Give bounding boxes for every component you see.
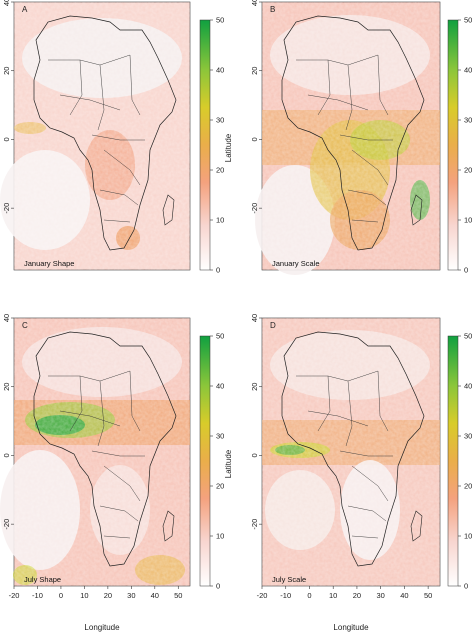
lon-tick-label-d: -10 <box>280 591 291 600</box>
panel-letter-c: C <box>22 321 28 330</box>
axis-ticks: -20 0 20 40 -20 0 20 40 -20 0 20 40 -20 -10 0 10 20 30 40 5… <box>2 0 472 600</box>
lon-tick-label-d: 40 <box>400 591 408 600</box>
colorbar-tick-label-tl: 50 <box>216 16 224 25</box>
lat-tick-label-d: 40 <box>250 314 259 322</box>
africa-outline-a <box>33 15 177 251</box>
lon-tick-label-d: 30 <box>376 591 384 600</box>
country-borders-c <box>48 370 145 539</box>
x-axis-label-right: Longitude <box>333 623 369 632</box>
panel-c: C July Shape <box>0 317 191 587</box>
colorbar-tick-label-br: 50 <box>464 332 472 341</box>
colorbar-tick-label-tl: 0 <box>216 266 220 275</box>
lon-tick-label-d: 20 <box>353 591 361 600</box>
colorbar-tick-label-tr: 50 <box>464 16 472 25</box>
lat-tick-label-d: 20 <box>250 383 259 391</box>
lat-tick-label-c: 40 <box>2 314 11 322</box>
panel-title-b: January Scale <box>272 259 320 268</box>
madagascar-c <box>162 510 175 542</box>
lon-tick-label-c: -20 <box>9 591 20 600</box>
panel-b: B January Scale <box>255 1 441 275</box>
lon-tick-label-c: 30 <box>127 591 135 600</box>
colorbar-tick-label-bl: 20 <box>216 482 224 491</box>
lat-tick-label-a: 0 <box>2 137 11 141</box>
colorbar-top-right <box>447 19 459 271</box>
colorbar-bottom-left <box>199 335 211 587</box>
colorbar-tick-label-bl: 30 <box>216 432 224 441</box>
colorbar-bottom-right <box>447 335 459 587</box>
lat-tick-label-b: 20 <box>250 67 259 75</box>
y-axis-label-top: Latitude <box>224 133 233 162</box>
colorbar-top-left <box>199 19 211 271</box>
lon-tick-label-c: 0 <box>59 591 63 600</box>
colorbar-tick-label-tl: 10 <box>216 216 224 225</box>
country-borders-d <box>296 370 393 539</box>
lon-tick-label-d: 50 <box>424 591 432 600</box>
lat-tick-label-a: 20 <box>2 67 11 75</box>
panel-letter-a: A <box>22 5 28 14</box>
colorbar-tick-label-tl: 40 <box>216 66 224 75</box>
panel-title-d: July Scale <box>272 575 306 584</box>
colorbar-tick-label-bl: 50 <box>216 332 224 341</box>
lon-tick-label-c: 40 <box>151 591 159 600</box>
lat-tick-label-a: 40 <box>2 0 11 6</box>
lat-tick-label-b: 40 <box>250 0 259 6</box>
lat-tick-label-c: -20 <box>2 519 11 530</box>
panel-letter-d: D <box>270 321 276 330</box>
colorbar-tick-label-br: 30 <box>464 432 472 441</box>
madagascar-a <box>162 194 175 226</box>
africa-outline-d <box>281 331 425 567</box>
lon-tick-label-c: -10 <box>32 591 43 600</box>
colorbar-tick-label-tr: 0 <box>464 266 468 275</box>
colorbar-tick-label-bl: 10 <box>216 532 224 541</box>
lat-tick-label-b: 0 <box>250 137 259 141</box>
colorbar-tick-label-tr: 20 <box>464 166 472 175</box>
colorbar-tick-label-tr: 10 <box>464 216 472 225</box>
lat-tick-label-b: -20 <box>250 203 259 214</box>
lon-tick-label-d: 0 <box>307 591 311 600</box>
lat-tick-label-d: 0 <box>250 453 259 457</box>
colorbar-tick-label-tl: 20 <box>216 166 224 175</box>
lat-tick-label-c: 20 <box>2 383 11 391</box>
country-borders-a <box>48 54 145 223</box>
colorbar-tick-label-bl: 0 <box>216 582 220 591</box>
colorbar-tick-label-bl: 40 <box>216 382 224 391</box>
lon-tick-label-d: -20 <box>257 591 268 600</box>
panel-d: D July Scale <box>261 317 441 587</box>
colorbar-tick-label-tl: 30 <box>216 116 224 125</box>
colorbar-tick-label-br: 10 <box>464 532 472 541</box>
y-axis-label-bottom: Latitude <box>224 449 233 478</box>
lon-tick-label-c: 10 <box>80 591 88 600</box>
panel-a: A January Shape <box>0 1 191 271</box>
lon-tick-label-c: 20 <box>104 591 112 600</box>
colorbar-tick-label-br: 40 <box>464 382 472 391</box>
madagascar-d <box>410 510 423 542</box>
lat-tick-label-a: -20 <box>2 203 11 214</box>
panel-title-a: January Shape <box>24 259 74 268</box>
lon-tick-label-c: 50 <box>174 591 182 600</box>
colorbar-tick-label-tr: 40 <box>464 66 472 75</box>
x-axis-label-left: Longitude <box>84 623 120 632</box>
africa-outline-b <box>281 15 425 251</box>
africa-outline-c <box>33 331 177 567</box>
colorbar-tick-label-tr: 30 <box>464 116 472 125</box>
country-borders-b <box>296 54 393 223</box>
lon-tick-label-d: 10 <box>329 591 337 600</box>
lat-tick-label-c: 0 <box>2 453 11 457</box>
panel-letter-b: B <box>270 5 275 14</box>
colorbar-tick-label-br: 0 <box>464 582 468 591</box>
lat-tick-label-d: -20 <box>250 519 259 530</box>
madagascar-b <box>410 194 423 226</box>
panel-title-c: July Shape <box>24 575 61 584</box>
colorbar-tick-label-br: 20 <box>464 482 472 491</box>
